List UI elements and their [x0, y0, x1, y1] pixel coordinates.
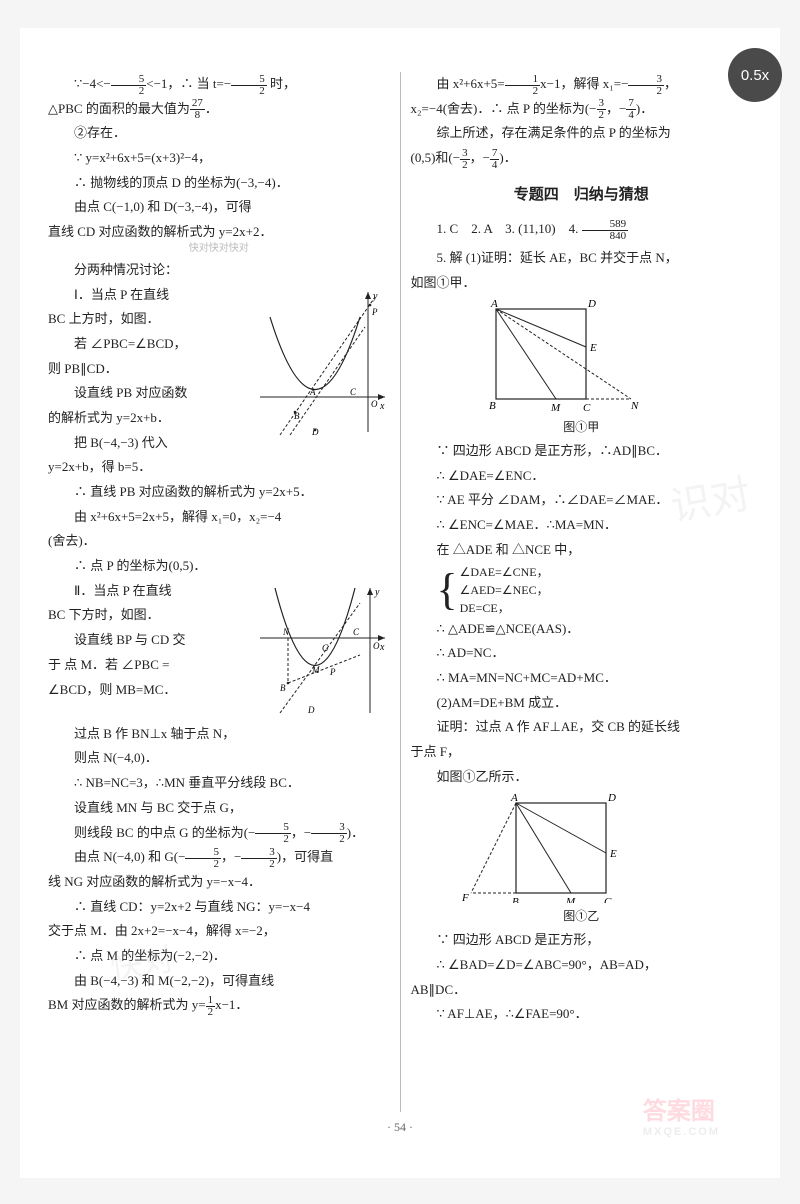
- svg-text:A: A: [510, 793, 518, 804]
- svg-text:B: B: [512, 896, 519, 903]
- text-line: 如图①乙所示．: [411, 765, 753, 790]
- text-line: △PBC 的面积的最大值为278．: [48, 97, 390, 122]
- text-line: 由点 N(−4,0) 和 G(−52，−32)，可得直: [48, 845, 390, 870]
- text-line: 分两种情况讨论：: [48, 258, 390, 283]
- text-line: ∴ △ADE≌△NCE(AAS)．: [411, 617, 753, 642]
- text-line: 5. 解 (1)证明：延长 AE，BC 并交于点 N，: [411, 246, 753, 271]
- svg-text:x: x: [379, 642, 385, 653]
- text-line: ∴ ∠BAD=∠D=∠ABC=90°，AB=AD，: [411, 953, 753, 978]
- svg-text:E: E: [609, 848, 617, 860]
- parabola-figure-2: x y O C N B D G P M: [250, 583, 390, 718]
- svg-text:G: G: [322, 643, 329, 653]
- text-line: 证明：过点 A 作 AF⊥AE，交 CB 的延长线: [411, 715, 753, 740]
- text-line: ∵ AE 平分 ∠DAM，∴∠DAE=∠MAE．: [411, 488, 753, 513]
- text-line: 在 △ADE 和 △NCE 中，: [411, 538, 753, 563]
- text-line: ∴ NB=NC=3，∴MN 垂直平分线段 BC．: [48, 771, 390, 796]
- text-line: (舍去)．: [48, 529, 390, 554]
- text-line: ∴ ∠DAE=∠ENC．: [411, 464, 753, 489]
- text-line: 如图①甲．: [411, 271, 753, 296]
- svg-text:M: M: [565, 896, 576, 903]
- svg-text:D: D: [307, 705, 315, 715]
- svg-text:B: B: [489, 400, 496, 412]
- svg-text:y: y: [372, 291, 378, 302]
- parabola-figure-1: x y O C A B D P: [250, 287, 390, 437]
- svg-text:P: P: [371, 307, 378, 317]
- text-line: 由 x²+6x+5=12x−1，解得 x₁=−32，: [411, 72, 753, 97]
- svg-text:E: E: [589, 342, 597, 354]
- section-heading: 专题四 归纳与猜想: [411, 181, 753, 210]
- text-line: 过点 B 作 BN⊥x 轴于点 N，: [48, 722, 390, 747]
- text-line: (0,5)和(−32，−74)．: [411, 146, 753, 171]
- text-line: ∴ 直线 PB 对应函数的解析式为 y=2x+5．: [48, 480, 390, 505]
- brace-conditions: { ∠DAE=∠CNE， ∠AED=∠NEC， DE=CE，: [437, 563, 753, 617]
- left-column: ∵−4<−52<−1，∴ 当 t=−52 时， △PBC 的面积的最大值为278…: [48, 72, 400, 1112]
- text-line: ∵ 四边形 ABCD 是正方形，: [411, 928, 753, 953]
- svg-text:C: C: [604, 896, 612, 903]
- text-line: x₂=−4(舍去)．∴ 点 P 的坐标为(−32，−74)．: [411, 97, 753, 122]
- text-line: 则线段 BC 的中点 G 的坐标为(−52，−32)．: [48, 821, 390, 846]
- right-column: 由 x²+6x+5=12x−1，解得 x₁=−32， x₂=−4(舍去)．∴ 点…: [401, 72, 753, 1112]
- text-line: 设直线 MN 与 BC 交于点 G，: [48, 796, 390, 821]
- text-line: ∴ 直线 CD：y=2x+2 与直线 NG：y=−x−4: [48, 895, 390, 920]
- svg-text:A: A: [490, 299, 498, 310]
- square-figure-1: A D B C E M N: [471, 299, 646, 414]
- page-content: ∵−4<−52<−1，∴ 当 t=−52 时， △PBC 的面积的最大值为278…: [20, 28, 780, 1178]
- svg-text:F: F: [461, 892, 469, 903]
- text-line: ∴ 抛物线的顶点 D 的坐标为(−3,−4)．: [48, 171, 390, 196]
- text-line: y=2x+b，得 b=5．: [48, 455, 390, 480]
- svg-text:A: A: [309, 387, 316, 397]
- text-line: 综上所述，存在满足条件的点 P 的坐标为: [411, 121, 753, 146]
- svg-text:C: C: [583, 402, 591, 414]
- text-line: ∴ MA=MN=NC+MC=AD+MC．: [411, 666, 753, 691]
- svg-text:B: B: [280, 683, 286, 693]
- text-line: ②存在．: [48, 121, 390, 146]
- text-line: ∴ 点 P 的坐标为(0,5)．: [48, 554, 390, 579]
- text-line: ∵ y=x²+6x+5=(x+3)²−4，: [48, 146, 390, 171]
- svg-text:y: y: [374, 587, 380, 598]
- text-line: 于点 F，: [411, 740, 753, 765]
- text-line: 交于点 M．由 2x+2=−x−4，解得 x=−2，: [48, 919, 390, 944]
- text-line: 由点 C(−1,0) 和 D(−3,−4)，可得: [48, 195, 390, 220]
- svg-text:O: O: [371, 399, 378, 409]
- svg-text:M: M: [311, 665, 320, 675]
- svg-text:C: C: [350, 387, 357, 397]
- answers-row: 1. C 2. A 3. (11,10) 4. 589840: [411, 217, 753, 242]
- svg-text:O: O: [373, 641, 380, 651]
- text-line: BM 对应函数的解析式为 y=12x−1．: [48, 993, 390, 1018]
- svg-text:N: N: [630, 400, 639, 412]
- svg-text:P: P: [329, 667, 336, 677]
- svg-text:D: D: [311, 427, 319, 437]
- two-column-layout: ∵−4<−52<−1，∴ 当 t=−52 时， △PBC 的面积的最大值为278…: [48, 72, 752, 1112]
- text-line: ∴ 点 M 的坐标为(−2,−2)．: [48, 944, 390, 969]
- svg-text:M: M: [550, 402, 561, 414]
- text-line: 由 B(−4,−3) 和 M(−2,−2)，可得直线: [48, 969, 390, 994]
- svg-text:D: D: [587, 299, 596, 310]
- text-line: ∵−4<−52<−1，∴ 当 t=−52 时，: [48, 72, 390, 97]
- text-line: 由 x²+6x+5=2x+5，解得 x₁=0，x₂=−4: [48, 505, 390, 530]
- svg-text:x: x: [379, 401, 385, 412]
- svg-text:N: N: [282, 627, 290, 637]
- text-line: AB∥DC．: [411, 978, 753, 1003]
- text-line: ∴ AD=NC．: [411, 641, 753, 666]
- text-line: ∵ 四边形 ABCD 是正方形，∴AD∥BC．: [411, 439, 753, 464]
- text-line: ∴ ∠ENC=∠MAE．∴MA=MN．: [411, 513, 753, 538]
- svg-text:D: D: [607, 793, 616, 804]
- square-figure-2: A D B C E M F: [456, 793, 641, 903]
- figure-caption: 图①甲: [411, 416, 753, 439]
- text-line: (2)AM=DE+BM 成立．: [411, 691, 753, 716]
- figure-caption: 图①乙: [411, 905, 753, 928]
- text-line: 线 NG 对应函数的解析式为 y=−x−4．: [48, 870, 390, 895]
- svg-text:C: C: [353, 627, 360, 637]
- playback-speed-badge[interactable]: 0.5x: [728, 48, 782, 102]
- page-number: 54: [48, 1120, 752, 1135]
- text-line: 则点 N(−4,0)．: [48, 746, 390, 771]
- text-line: ∵ AF⊥AE，∴∠FAE=90°．: [411, 1002, 753, 1027]
